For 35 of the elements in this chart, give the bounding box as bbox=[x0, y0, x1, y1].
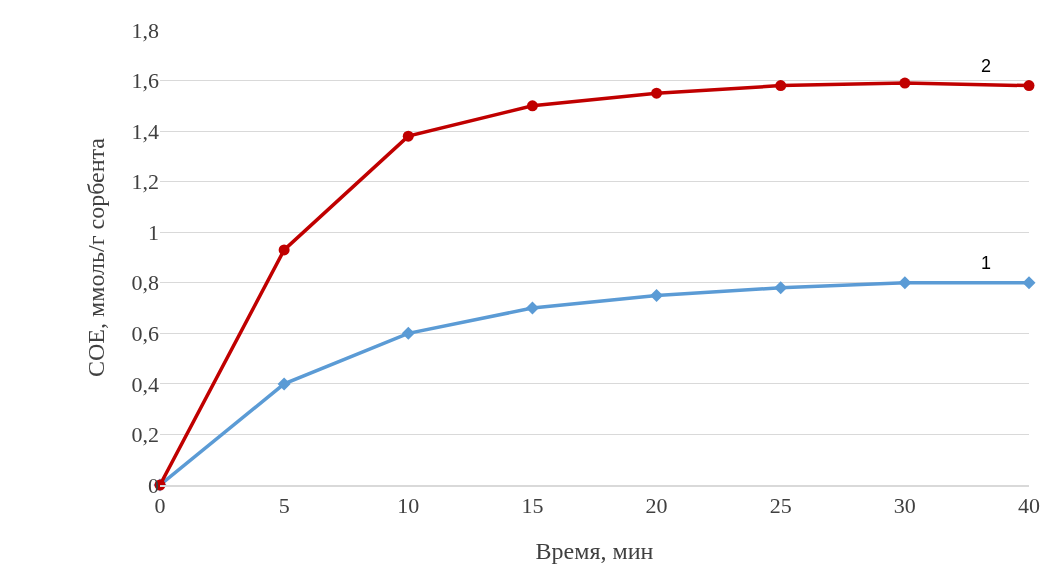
x-tick-label: 5 bbox=[278, 493, 290, 519]
x-tick-label: 30 bbox=[893, 493, 916, 519]
x-tick-label: 25 bbox=[769, 493, 792, 519]
point bbox=[525, 301, 539, 315]
x-axis-title: Время, мин bbox=[535, 537, 654, 564]
y-axis-title: СОЕ, ммоль/г сорбента bbox=[82, 137, 109, 377]
y-tick-label: 0,8 bbox=[131, 270, 159, 296]
point bbox=[402, 130, 414, 142]
y-tick-label: 0 bbox=[148, 472, 159, 498]
point bbox=[774, 281, 788, 295]
point bbox=[651, 87, 663, 99]
series-label: 1 bbox=[981, 253, 992, 273]
series-label: 2 bbox=[981, 56, 992, 76]
y-tick-label: 0,6 bbox=[131, 321, 159, 347]
y-tick-label: 1,4 bbox=[131, 118, 159, 144]
point bbox=[775, 80, 787, 92]
x-tick-label: 40 bbox=[1018, 493, 1040, 519]
y-tick-label: 1,6 bbox=[131, 68, 159, 94]
point bbox=[650, 288, 664, 302]
y-tick-label: 1 bbox=[148, 219, 159, 245]
y-tick-label: 1,2 bbox=[131, 169, 159, 195]
x-tick-label: 15 bbox=[521, 493, 544, 519]
point bbox=[278, 244, 290, 256]
y-tick-label: 1,8 bbox=[131, 17, 159, 43]
point bbox=[401, 326, 415, 340]
point bbox=[899, 77, 911, 89]
point bbox=[898, 276, 912, 290]
x-tick-label: 10 bbox=[397, 493, 420, 519]
y-tick-label: 0,4 bbox=[131, 371, 159, 397]
point bbox=[1023, 80, 1035, 92]
point bbox=[526, 100, 538, 112]
point bbox=[1022, 276, 1036, 290]
y-tick-label: 0,2 bbox=[131, 422, 159, 448]
point bbox=[277, 377, 291, 391]
x-tick-label: 20 bbox=[645, 493, 668, 519]
